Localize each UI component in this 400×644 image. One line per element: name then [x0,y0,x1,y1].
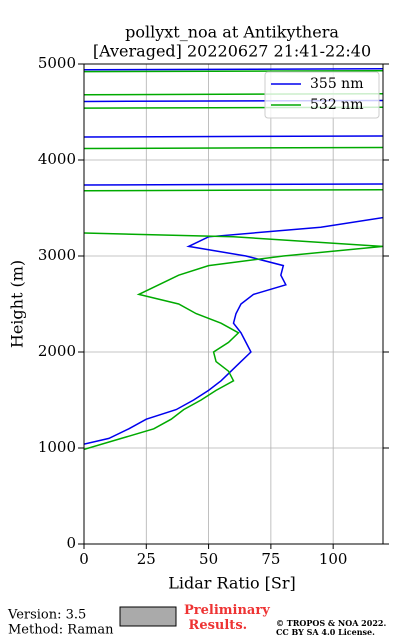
profile-line [84,69,383,451]
y-tick-label: 4000 [38,150,76,168]
footer-method: Method: Raman [8,623,114,638]
footer-version: Version: 3.5 [7,608,86,623]
footer-status: Preliminary Results. [184,603,270,633]
footer-license: CC BY SA 4.0 License. [276,627,375,637]
profile-line [84,68,383,445]
x-tick-label: 25 [137,550,156,568]
chart-title: pollyxt_noa at Antikythera [125,23,339,42]
x-tick-label: 50 [199,550,218,568]
y-tick-label: 3000 [38,246,76,264]
y-tick-label: 0 [66,534,76,552]
x-tick-label: 0 [79,550,89,568]
legend-label: 355 nm [310,76,363,92]
x-tick-label: 100 [319,550,348,568]
x-tick-label: 75 [261,550,280,568]
chart-subtitle: [Averaged] 20220627 21:41-22:40 [93,42,371,61]
y-axis-label: Height (m) [8,260,27,348]
footer-license: © TROPOS & NOA 2022. [276,618,386,628]
cc-badge [119,606,177,627]
y-tick-label: 2000 [38,342,76,360]
plot-frame [83,63,384,545]
x-axis-label: Lidar Ratio [Sr] [168,574,296,593]
y-tick-label: 5000 [38,54,76,72]
legend-label: 532 nm [310,97,363,113]
y-tick-label: 1000 [38,438,76,456]
